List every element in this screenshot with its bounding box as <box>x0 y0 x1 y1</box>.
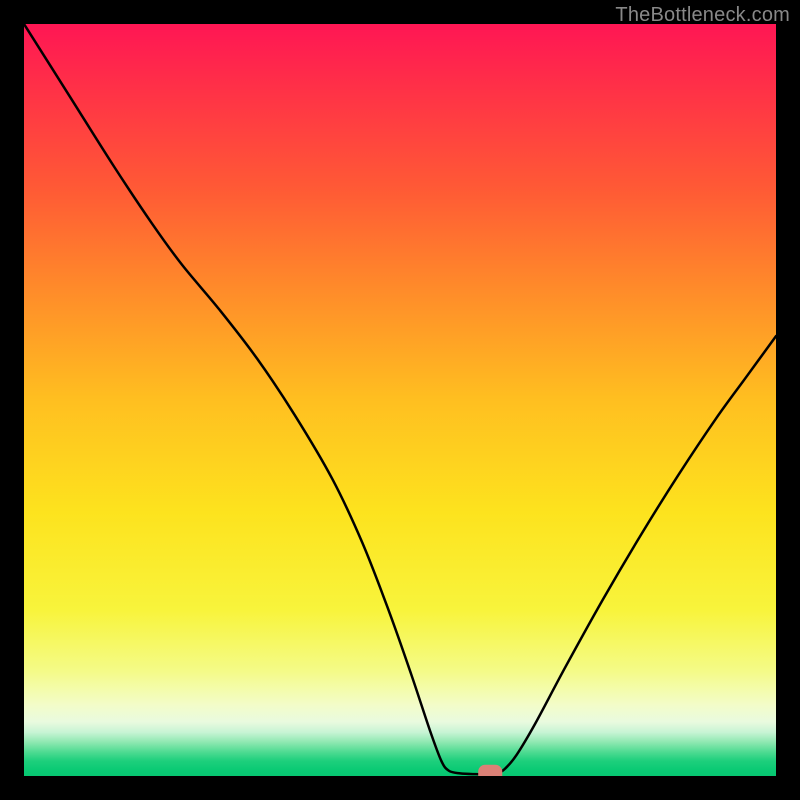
gradient-bg <box>24 24 776 776</box>
plot-area <box>24 24 776 776</box>
chart-svg <box>24 24 776 776</box>
watermark-text: TheBottleneck.com <box>615 4 790 27</box>
chart-frame: TheBottleneck.com <box>0 0 800 800</box>
optimum-marker <box>478 765 502 776</box>
